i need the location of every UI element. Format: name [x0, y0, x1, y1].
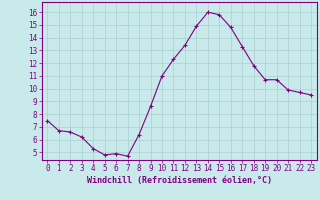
X-axis label: Windchill (Refroidissement éolien,°C): Windchill (Refroidissement éolien,°C) [87, 176, 272, 185]
